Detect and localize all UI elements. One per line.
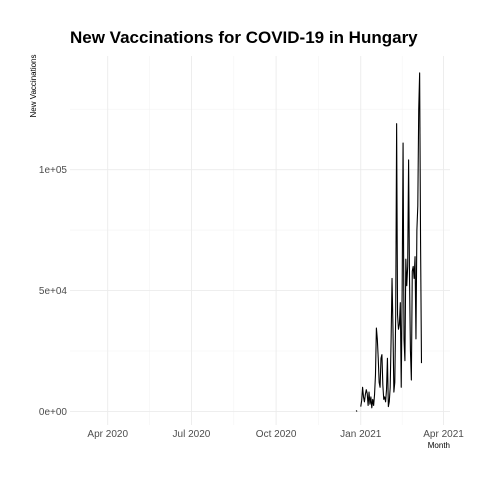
x-tick-label: Apr 2020 xyxy=(87,429,128,440)
x-tick-label: Oct 2020 xyxy=(256,429,297,440)
y-tick-label: 0e+00 xyxy=(39,407,68,418)
x-tick-label: Jan 2021 xyxy=(340,429,382,440)
x-tick-label: Jul 2020 xyxy=(173,429,211,440)
minor-gridlines xyxy=(70,56,450,425)
x-tick-label: Apr 2021 xyxy=(423,429,464,440)
series-line xyxy=(360,72,423,409)
series-line xyxy=(355,410,358,412)
y-tick-label: 5e+04 xyxy=(39,286,68,297)
series-layer xyxy=(355,72,423,412)
y-axis-label: New Vaccinations xyxy=(29,55,38,118)
x-axis-tick-labels: Apr 2020 Jul 2020 Oct 2020 Jan 2021 Apr 2021 xyxy=(87,429,464,440)
chart-title: New Vaccinations for COVID-19 in Hungary xyxy=(70,28,418,47)
major-gridlines xyxy=(70,56,450,425)
y-axis-tick-labels: 0e+00 5e+04 1e+05 xyxy=(39,165,68,418)
x-axis-label: Month xyxy=(428,441,450,450)
y-tick-label: 1e+05 xyxy=(39,165,68,176)
